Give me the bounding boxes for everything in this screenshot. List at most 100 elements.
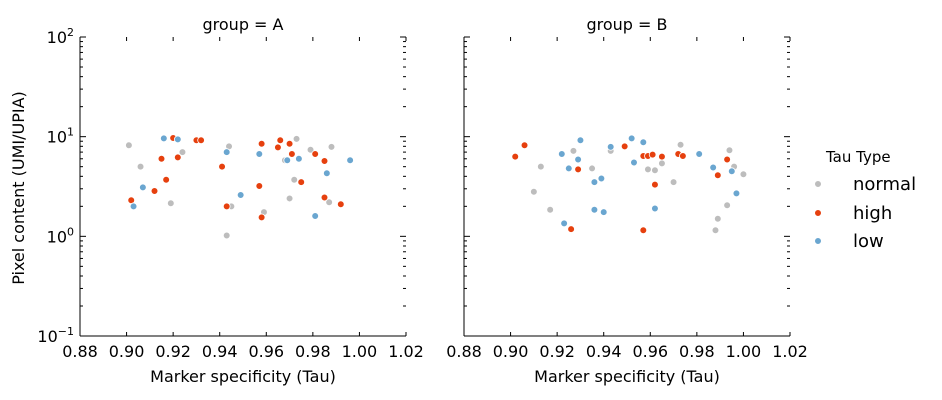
scatter-point-low bbox=[222, 148, 231, 156]
x-tick-label-a: 0.92 bbox=[155, 342, 191, 361]
scatter-point-high bbox=[648, 150, 657, 159]
scatter-point-normal bbox=[588, 164, 596, 173]
scatter-point-high bbox=[218, 162, 226, 171]
scatter-point-normal bbox=[327, 143, 336, 151]
scatter-point-high bbox=[274, 143, 282, 152]
scatter-point-low bbox=[639, 138, 648, 146]
legend-label-high: high bbox=[853, 203, 892, 224]
scatter-point-high bbox=[511, 152, 520, 161]
x-tick-label-b: 0.96 bbox=[632, 342, 668, 361]
scatter-point-low bbox=[255, 150, 264, 158]
scatter-point-normal bbox=[714, 214, 722, 223]
legend-marker-normal bbox=[814, 180, 822, 188]
scatter-point-low bbox=[574, 155, 582, 164]
scatter-point-normal bbox=[537, 162, 545, 171]
scatter-point-low bbox=[576, 136, 585, 145]
scatter-point-low bbox=[606, 143, 615, 151]
scatter-point-normal bbox=[569, 147, 578, 155]
legend-title: Tau Type bbox=[825, 148, 891, 166]
scatter-point-normal bbox=[711, 226, 720, 235]
scatter-point-low bbox=[590, 205, 599, 214]
scatter-point-normal bbox=[285, 194, 294, 203]
scatter-point-high bbox=[520, 141, 529, 150]
scatter-point-high bbox=[651, 180, 659, 189]
legend-label-low: low bbox=[853, 231, 884, 252]
scatter-point-low bbox=[283, 156, 292, 165]
scatter-point-low bbox=[557, 150, 566, 158]
y-tick-label: 101 bbox=[47, 126, 74, 147]
x-tick-label-b: 1.00 bbox=[726, 342, 762, 361]
panel-title-b: group = B bbox=[586, 15, 667, 34]
panel-title-a: group = A bbox=[203, 15, 284, 34]
panel-a-axes: 0.88 0.90 0.92 0.94 0.96 0.98 1.00 1.02 10−1 100 1… bbox=[37, 26, 423, 361]
scatter-point-normal bbox=[167, 199, 175, 208]
scatter-point-normal bbox=[178, 148, 187, 156]
legend-marker-low bbox=[814, 237, 822, 245]
scatter-point-high bbox=[714, 171, 722, 180]
x-tick-label-b: 0.94 bbox=[586, 342, 622, 361]
scatter-point-normal bbox=[136, 162, 145, 171]
x-tick-label-b: 1.02 bbox=[772, 342, 808, 361]
x-tick-label-a: 0.96 bbox=[248, 342, 284, 361]
x-tick-label-a: 0.88 bbox=[62, 342, 98, 361]
panel-b-axes: 0.88 0.90 0.92 0.94 0.96 0.98 1.00 1.02 bbox=[446, 36, 808, 361]
scatter-point-high bbox=[620, 142, 629, 151]
scatter-point-low bbox=[695, 150, 703, 158]
scatter-point-low bbox=[732, 189, 741, 198]
x-tick-label-b: 0.98 bbox=[679, 342, 715, 361]
scatter-point-high bbox=[255, 182, 264, 190]
x-tick-label-b: 0.88 bbox=[446, 342, 482, 361]
scatter-point-high bbox=[157, 154, 166, 163]
scatter-point-high bbox=[723, 155, 731, 164]
scatter-point-high bbox=[276, 136, 285, 145]
x-tick-label-b: 0.90 bbox=[493, 342, 529, 361]
scatter-point-high bbox=[567, 225, 575, 233]
scatter-point-high bbox=[679, 152, 687, 160]
scatter-point-normal bbox=[739, 170, 748, 179]
scatter-point-normal bbox=[222, 231, 231, 240]
scatter-point-normal bbox=[290, 175, 299, 184]
scatter-point-high bbox=[320, 193, 329, 202]
x-tick-label-a: 0.94 bbox=[202, 342, 238, 361]
scatter-point-normal bbox=[651, 166, 659, 175]
scatter-point-low bbox=[323, 169, 331, 177]
scatter-point-low bbox=[727, 167, 736, 176]
scatter-point-high bbox=[222, 202, 231, 211]
scatter-point-normal bbox=[325, 198, 333, 207]
scatter-point-normal bbox=[644, 165, 652, 174]
scatter-point-low bbox=[560, 219, 568, 228]
scatter-point-low bbox=[174, 135, 182, 144]
scatter-point-low bbox=[630, 158, 638, 167]
scatter-point-low bbox=[311, 212, 319, 220]
scatter-point-low bbox=[160, 134, 168, 143]
scatter-point-normal bbox=[723, 201, 731, 210]
scatter-point-low bbox=[564, 164, 573, 173]
scatter-point-normal bbox=[546, 205, 554, 214]
scatter-point-high bbox=[320, 157, 329, 165]
scatter-point-normal bbox=[125, 141, 133, 150]
scatter-point-high bbox=[257, 213, 266, 222]
scatter-point-high bbox=[658, 152, 666, 161]
scatter-point-low bbox=[129, 202, 138, 211]
scatter-point-low bbox=[651, 204, 659, 213]
scatter-point-high bbox=[285, 139, 294, 148]
panel-a-points bbox=[125, 134, 354, 240]
scatter-point-high bbox=[162, 175, 170, 184]
scatter-point-high bbox=[288, 150, 296, 158]
y-axis-label: Pixel content (UMI/UPIA) bbox=[9, 91, 28, 285]
x-tick-label-b: 0.92 bbox=[539, 342, 575, 361]
scatter-point-high bbox=[197, 136, 205, 145]
scatter-point-normal bbox=[530, 187, 538, 196]
y-tick-label: 102 bbox=[47, 26, 74, 47]
x-tick-label-a: 1.00 bbox=[342, 342, 378, 361]
y-tick-label: 100 bbox=[47, 225, 74, 246]
scatter-point-normal bbox=[669, 178, 678, 186]
scatter-point-high bbox=[257, 139, 266, 148]
x-axis-label-a: Marker specificity (Tau) bbox=[150, 367, 336, 386]
scatter-point-high bbox=[297, 178, 306, 186]
scatter-point-low bbox=[236, 191, 245, 199]
scatter-point-low bbox=[599, 208, 608, 216]
scatter-point-low bbox=[597, 174, 606, 183]
scatter-point-high bbox=[311, 150, 319, 158]
